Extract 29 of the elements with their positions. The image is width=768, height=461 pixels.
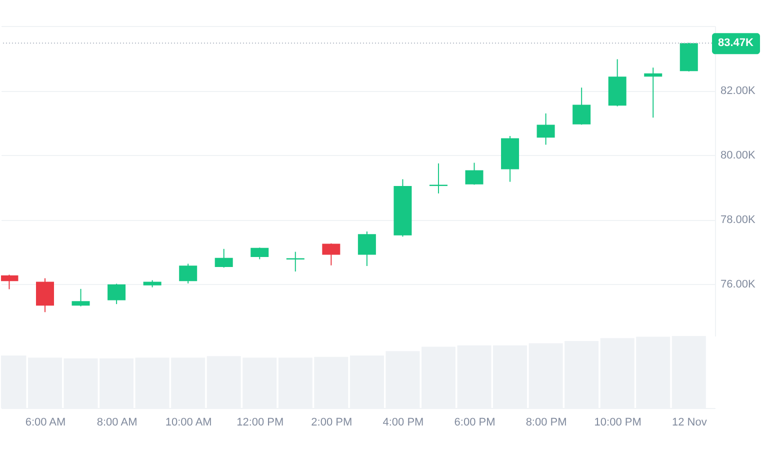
candlestick [536,112,555,146]
candlestick [179,263,198,284]
candlestick [250,247,269,260]
x-tick-label: 2:00 PM [311,416,352,428]
x-tick-label: 6:00 AM [25,416,66,428]
candlestick [36,278,54,313]
ref-line-label: 83.47K [718,37,754,50]
x-tick-label: 12 Nov [672,416,708,428]
candlestick [214,248,233,268]
candlestick [322,242,340,266]
candlestick [465,162,484,186]
candlestick [1,274,18,290]
x-tick-label: 6:00 PM [454,416,496,428]
x-tick-label: 12:00 PM [236,416,284,428]
y-tick-label: 80.00K [720,150,756,162]
candlestick [572,87,591,126]
y-tick-label: 82.00K [720,85,756,98]
candlestick [644,67,662,118]
candlestick [358,230,376,266]
x-tick-label: 10:00 PM [594,416,642,428]
x-tick-label: 8:00 AM [96,416,138,428]
x-tick-label: 4:00 PM [382,416,424,428]
candlestick [429,162,448,194]
x-tick-label: 8:00 PM [526,416,567,428]
y-tick-label: 76.00K [720,278,756,291]
x-tick-label: 10:00 AM [165,416,212,428]
y-tick-label: 78.00K [720,214,756,226]
candlestick [72,288,90,307]
candlestick [108,283,126,305]
